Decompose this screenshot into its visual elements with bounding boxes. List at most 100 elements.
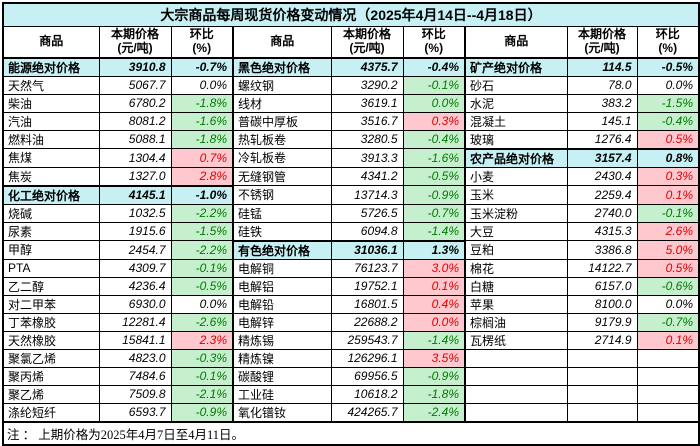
change-cell: -0.4% (636, 111, 700, 131)
change-cell: -0.9% (402, 185, 466, 205)
change-cell: -1.4% (402, 221, 466, 242)
commodity-name-cell: 能源绝对价格 (2, 56, 100, 77)
table-row: 聚乙烯 7509.8 -2.1% 工业硅 10618.2 -1.8% (2, 384, 700, 404)
header-commodity: 商品 (2, 25, 100, 59)
change-cell: 0.0% (402, 312, 466, 332)
price-cell: 1276.4 (566, 129, 638, 150)
price-cell: 6157.0 (566, 276, 638, 296)
price-cell: 4236.4 (98, 276, 172, 296)
table-row: 柴油 6780.2 -1.8% 线材 3619.1 0.0% 水泥 383.2 -1.5% (2, 93, 700, 113)
commodity-name-cell: 对二甲苯 (2, 294, 100, 314)
commodity-name-cell: 不锈钢 (232, 185, 332, 205)
change-cell: -2.2% (170, 240, 234, 260)
change-cell: -1.4% (402, 330, 466, 350)
price-cell: 3619.1 (330, 93, 404, 113)
commodity-name-cell: 电解锌 (232, 312, 332, 332)
commodity-name-cell: 甲醇 (2, 240, 100, 260)
commodity-name-cell: 工业硅 (232, 384, 332, 404)
price-cell: 16801.5 (330, 294, 404, 314)
price-cell: 2454.7 (98, 240, 172, 260)
change-cell: 0.0% (402, 93, 466, 113)
change-cell (636, 402, 700, 423)
price-cell (566, 348, 638, 368)
table-row: PTA 4309.7 -0.1% 电解铜 76123.7 3.0% 棉花 14122.7 0.5… (2, 258, 700, 278)
commodity-name-cell: 玻璃 (464, 129, 568, 150)
commodity-name-cell: 涤纶短纤 (2, 402, 100, 423)
change-cell: 2.6% (636, 221, 700, 242)
price-cell: 19752.1 (330, 276, 404, 296)
commodity-name-cell: PTA (2, 258, 100, 278)
change-cell: 0.0% (636, 294, 700, 314)
commodity-name-cell: 柴油 (2, 93, 100, 113)
price-cell: 7484.6 (98, 366, 172, 386)
price-cell: 1915.6 (98, 221, 172, 242)
commodity-name-cell: 黑色绝对价格 (232, 56, 332, 77)
table-row: 乙二醇 4236.4 -0.5% 电解铝 19752.1 0.1% 白糖 6157.0 -0.6… (2, 276, 700, 296)
commodity-name-cell: 燃料油 (2, 129, 100, 150)
commodity-name-cell: 精炼镍 (232, 348, 332, 368)
price-cell: 14122.7 (566, 258, 638, 278)
commodity-name-cell: 焦炭 (2, 166, 100, 187)
commodity-name-cell (464, 384, 568, 404)
change-cell: -1.6% (170, 111, 234, 131)
change-cell: 0.0% (170, 294, 234, 314)
change-cell: 0.3% (636, 166, 700, 187)
header-change: 环比 (%) (636, 25, 700, 59)
change-cell: -2.6% (170, 312, 234, 332)
price-cell: 13714.3 (330, 185, 404, 205)
table-note: 注 ： 上期价格为2025年4月7日至4月11日。 (1, 420, 700, 446)
commodity-name-cell: 玉米 (464, 185, 568, 205)
change-cell: -0.4% (402, 129, 466, 150)
commodity-name-cell: 冷轧板卷 (232, 148, 332, 168)
commodity-name-cell: 混凝土 (464, 111, 568, 131)
title-row: 大宗商品每周现货价格变动情况（2025年4月14日--4月18日） (1, 2, 700, 27)
commodity-name-cell: 小麦 (464, 166, 568, 187)
commodity-name-cell (464, 402, 568, 423)
change-cell: -0.5% (636, 56, 700, 77)
change-cell: -0.4% (402, 56, 466, 77)
change-cell: 0.1% (402, 276, 466, 296)
commodity-name-cell: 焦煤 (2, 148, 100, 168)
commodity-name-cell: 聚氯乙烯 (2, 348, 100, 368)
change-cell: 0.0% (636, 75, 700, 95)
price-cell: 3516.7 (330, 111, 404, 131)
change-cell: 0.5% (636, 129, 700, 150)
change-cell: -0.5% (402, 166, 466, 187)
change-cell: 3.0% (402, 258, 466, 278)
price-cell: 126296.1 (330, 348, 404, 368)
change-cell: -0.5% (170, 276, 234, 296)
price-cell: 3157.4 (566, 147, 638, 168)
commodity-name-cell: 乙二醇 (2, 276, 100, 296)
change-cell: -2.2% (170, 203, 234, 223)
price-cell: 1304.4 (98, 148, 172, 168)
change-cell: -0.1% (636, 203, 700, 223)
commodity-name-cell: 热轧板卷 (232, 129, 332, 150)
table-row: 汽油 8081.2 -1.6% 普碳中厚板 3516.7 0.3% 混凝土 145.1 -0.4… (2, 111, 700, 131)
table-row: 尿素 1915.6 -1.5% 硅铁 6094.8 -1.4% 大豆 4315.3 2.6% (2, 221, 700, 242)
header-price: 本期价格 (元/吨) (98, 25, 172, 59)
price-cell (566, 366, 638, 386)
header-row: 商品 本期价格 (元/吨) 环比 (%) 商品 本期价格 (元/吨) 环比 (%) 商品 本期价格 (元… (2, 25, 700, 59)
change-cell: -0.7% (402, 203, 466, 223)
change-cell: -0.1% (170, 366, 234, 386)
change-cell: 3.5% (402, 348, 466, 368)
commodity-name-cell: 硅铁 (232, 221, 332, 242)
commodity-name-cell: 无缝钢管 (232, 166, 332, 187)
price-cell: 22688.2 (330, 312, 404, 332)
commodity-name-cell: 聚乙烯 (2, 384, 100, 404)
table-row: 焦炭 1327.0 2.8% 无缝钢管 4341.2 -0.5% 小麦 2430.4 0.3% (2, 166, 700, 187)
price-cell: 3910.8 (98, 56, 172, 77)
commodity-name-cell: 硅锰 (232, 203, 332, 223)
header-price: 本期价格 (元/吨) (330, 25, 404, 59)
change-cell: -1.5% (170, 221, 234, 242)
price-cell: 383.2 (566, 93, 638, 113)
change-cell: 0.7% (170, 148, 234, 168)
price-cell: 2259.4 (566, 185, 638, 205)
price-cell: 2430.4 (566, 166, 638, 187)
price-cell: 259543.7 (330, 330, 404, 350)
price-cell: 4309.7 (98, 258, 172, 278)
table-row: 聚丙烯 7484.6 -0.1% 碳酸锂 69956.5 -0.9% (2, 366, 700, 386)
change-cell: -0.7% (636, 312, 700, 332)
change-cell: -0.1% (402, 75, 466, 95)
table-row: 涤纶短纤 6593.7 -0.9% 氧化镨钕 424265.7 -2.4% (2, 402, 700, 423)
